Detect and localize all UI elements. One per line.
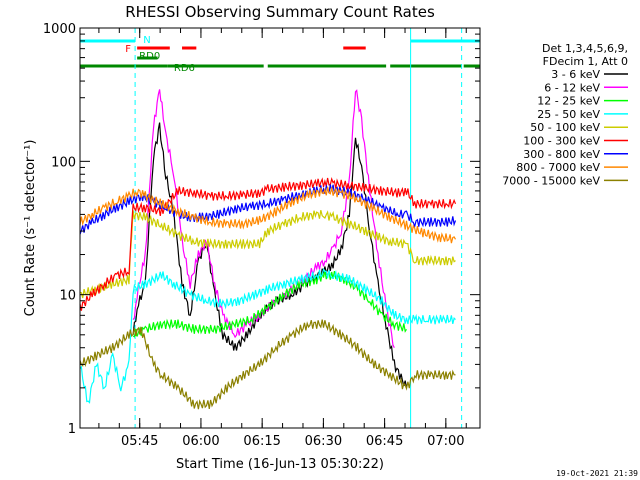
legend-entry-label: 50 - 100 keV [530, 121, 600, 134]
x-tick-label: 06:45 [366, 434, 403, 449]
series-line-2 [132, 270, 408, 338]
x-axis-label: Start Time (16-Jun-13 05:30:22) [176, 457, 384, 472]
flag-label: RD6 [174, 63, 195, 74]
x-tick-label: 05:45 [121, 434, 158, 449]
series-line-4 [79, 210, 456, 299]
y-tick-label: 1000 [43, 22, 76, 37]
vertical-markers [134, 28, 463, 428]
legend-header-line: Det 1,3,4,5,6,9, [542, 42, 628, 55]
series-line-1 [132, 89, 395, 348]
series-lines [79, 89, 457, 410]
x-tick-label: 07:00 [427, 434, 464, 449]
legend-entry-label: 3 - 6 keV [551, 68, 600, 81]
plot-frame [79, 27, 481, 429]
y-axis-label: Count Rate (s⁻¹ detector⁻¹) [23, 140, 38, 317]
legend-entry-label: 800 - 7000 keV [516, 161, 600, 174]
flag-label: N [143, 35, 150, 46]
flag-label: F [125, 44, 131, 55]
legend-entry-label: 6 - 12 keV [544, 81, 600, 94]
legend-entry-label: 25 - 50 keV [537, 108, 600, 121]
x-tick-label: 06:30 [305, 434, 342, 449]
y-tick-label: 1 [68, 422, 76, 437]
legend-entry-label: 300 - 800 keV [523, 148, 600, 161]
flag-label: RD0 [139, 51, 160, 62]
legend-entry-label: 100 - 300 keV [523, 135, 600, 148]
series-line-5 [79, 176, 457, 311]
y-tick-label: 10 [59, 289, 76, 304]
legend: Det 1,3,4,5,6,9,FDecim 1, Att 03 - 6 keV… [502, 42, 628, 187]
legend-entry-label: 7000 - 15000 keV [502, 174, 600, 187]
legend-header-line: FDecim 1, Att 0 [543, 55, 628, 68]
chart-title: RHESSI Observing Summary Count Rates [125, 3, 435, 21]
y-axis: 1 10 100 1000 [43, 22, 480, 437]
series-line-8 [79, 319, 456, 410]
series-line-3 [79, 267, 456, 404]
y-tick-label: 100 [51, 155, 76, 170]
timestamp: 19-Oct-2021 21:39 [556, 469, 638, 478]
observing-flags: N F RD0 RD6 [80, 35, 480, 74]
x-axis: 05:45 06:00 06:15 06:30 06:45 07:00 [98, 28, 467, 449]
x-tick-label: 06:15 [243, 434, 280, 449]
x-tick-label: 06:00 [182, 434, 219, 449]
series-line-7 [79, 186, 457, 244]
legend-entry-label: 12 - 25 keV [537, 95, 600, 108]
series-line-6 [79, 184, 457, 235]
